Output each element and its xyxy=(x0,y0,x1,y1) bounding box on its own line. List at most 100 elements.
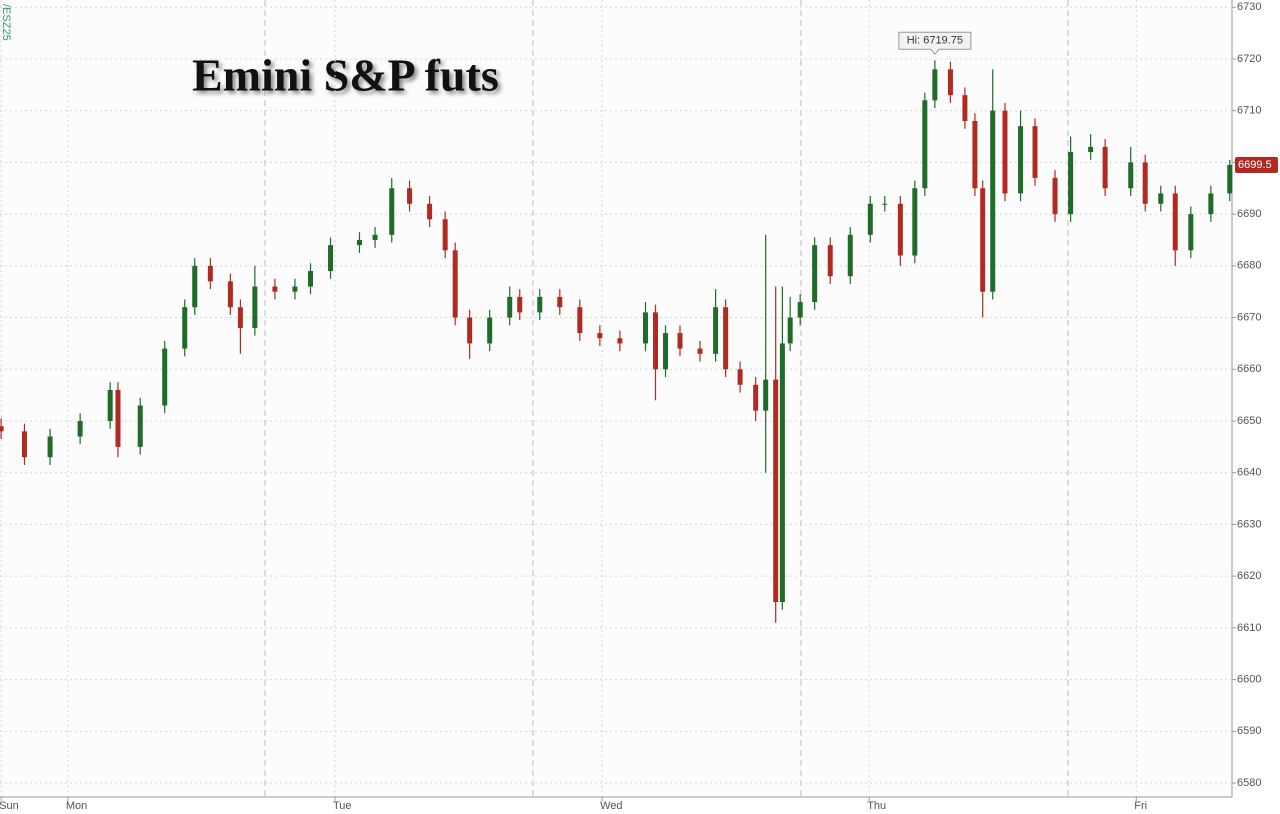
candle-body xyxy=(897,203,903,256)
plot-background xyxy=(0,0,1232,797)
candle-body xyxy=(597,333,603,339)
last-price-box xyxy=(1235,156,1278,173)
candle-body xyxy=(137,405,143,447)
candle-body xyxy=(847,234,853,277)
y-tick-label: 6620 xyxy=(1237,570,1261,582)
candle-body xyxy=(0,426,4,432)
candle-body xyxy=(867,203,873,235)
candle-body xyxy=(389,188,395,235)
candle-body xyxy=(207,265,213,282)
x-tick-label: Wed xyxy=(600,800,622,812)
candle-body xyxy=(407,188,413,204)
candle-body xyxy=(162,348,168,406)
y-tick-label: 6590 xyxy=(1237,725,1261,737)
candle-body xyxy=(227,281,233,308)
candle-body xyxy=(947,69,953,96)
candle-body xyxy=(980,188,986,292)
candle-body xyxy=(797,302,803,318)
candle-body xyxy=(356,239,362,246)
candle-body xyxy=(77,420,83,437)
candle-body xyxy=(115,389,121,447)
candle-body xyxy=(763,379,769,411)
candle-body xyxy=(1227,164,1233,194)
candle-body xyxy=(882,203,888,205)
chart-title: Emini S&P futs xyxy=(192,50,499,101)
candle-body xyxy=(677,333,683,349)
candle-body xyxy=(787,317,793,344)
candle-body xyxy=(292,286,298,292)
candle-body xyxy=(1068,152,1074,215)
x-tick-label: Fri xyxy=(1134,800,1147,812)
candle-body xyxy=(1172,193,1178,251)
candle-body xyxy=(753,384,759,411)
candle-body xyxy=(107,389,113,421)
y-tick-label: 6720 xyxy=(1237,53,1261,65)
candle-body xyxy=(773,379,779,603)
x-tick-label: Mon xyxy=(66,800,87,812)
candle-body xyxy=(1102,146,1108,189)
y-tick-label: 6650 xyxy=(1237,415,1261,427)
candle-body xyxy=(972,121,978,189)
candle-body xyxy=(182,307,188,349)
annotation: Hi: 6719.75 xyxy=(898,31,972,56)
candle-body xyxy=(1052,177,1058,215)
candle-body xyxy=(1018,126,1024,194)
candle-body xyxy=(517,296,523,313)
y-tick-label: 6580 xyxy=(1237,777,1261,789)
y-tick-label: 6610 xyxy=(1237,622,1261,634)
symbol: /ESZ25 xyxy=(0,4,12,41)
candle-body xyxy=(1158,193,1164,204)
annotation-box xyxy=(898,31,972,56)
candle-body xyxy=(237,307,243,328)
candle-body xyxy=(617,338,623,344)
y-tick-label: 6690 xyxy=(1237,208,1261,220)
y-tick-label: 6630 xyxy=(1237,518,1261,530)
candle-body xyxy=(1208,193,1214,215)
y-tick-label: 6640 xyxy=(1237,467,1261,479)
candle-body xyxy=(827,245,833,277)
last-price-label: 6699.5 xyxy=(1238,159,1272,171)
candle-body xyxy=(990,110,996,292)
candle-body xyxy=(812,245,818,303)
x-tick-label: Sun xyxy=(0,800,19,812)
candle-body xyxy=(192,265,198,308)
candle-body xyxy=(47,436,53,458)
candle-body xyxy=(912,188,918,256)
candle-body xyxy=(427,203,433,220)
x-tick-label: Thu xyxy=(867,800,886,812)
y-tick-label: 6730 xyxy=(1237,1,1261,13)
candle-body xyxy=(1002,110,1008,194)
candle-body xyxy=(1088,146,1094,153)
candle-body xyxy=(308,271,314,287)
candle-body xyxy=(1032,126,1038,178)
candle-body xyxy=(467,317,473,344)
candle-body xyxy=(932,69,938,101)
candle-body xyxy=(723,307,729,370)
candle-body xyxy=(962,95,968,122)
candle-body xyxy=(487,317,493,344)
candle-body xyxy=(272,286,278,292)
candle-body xyxy=(442,219,448,251)
candle-body xyxy=(557,296,563,308)
y-tick-label: 6660 xyxy=(1237,363,1261,375)
y-tick-label: 6600 xyxy=(1237,674,1261,686)
candle-body xyxy=(328,245,334,272)
candle-body xyxy=(537,296,543,313)
candle-body xyxy=(642,312,648,344)
candle-body xyxy=(779,343,785,603)
candle-body xyxy=(713,307,719,354)
candle-body xyxy=(372,234,378,240)
candle-body xyxy=(507,296,513,318)
candle-body xyxy=(663,333,669,370)
candle-body xyxy=(21,431,27,458)
candle-body xyxy=(737,369,743,385)
annotation-label: Hi: 6719.75 xyxy=(907,35,963,47)
candle-body xyxy=(252,286,258,328)
y-tick-label: 6710 xyxy=(1237,105,1261,117)
session-breaks xyxy=(264,0,1069,797)
candle-body xyxy=(577,307,583,334)
candle-body xyxy=(452,250,458,318)
candle-body xyxy=(653,312,659,370)
candle-body xyxy=(1128,162,1134,189)
y-tick-label: 6670 xyxy=(1237,311,1261,323)
